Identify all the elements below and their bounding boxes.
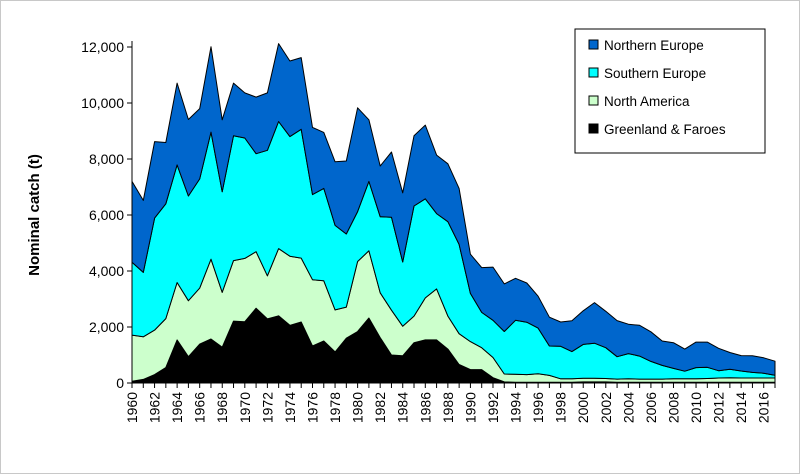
x-tick-label: 1982 [372, 392, 388, 423]
area-northern-europe [131, 43, 776, 376]
x-tick-label: 1972 [259, 392, 275, 423]
x-tick-label: 1960 [124, 392, 140, 423]
legend-label-greenland-faroes: Greenland & Faroes [604, 122, 726, 137]
x-tick-label: 2012 [711, 392, 727, 423]
legend-swatch-northern-europe [588, 39, 599, 50]
x-tick-label: 1966 [192, 392, 208, 423]
x-tick-label: 2004 [620, 392, 636, 423]
legend-label-southern-europe: Southern Europe [604, 66, 706, 81]
axes-group [131, 41, 775, 384]
x-tick-label: 1974 [282, 392, 298, 423]
area-series-group [131, 43, 776, 384]
x-tick-label: 2008 [665, 392, 681, 423]
x-tick-label: 1970 [237, 392, 253, 423]
y-tick-label: 6,000 [89, 207, 124, 223]
y-tick-label: 2,000 [89, 319, 124, 335]
x-tick-label: 1986 [417, 392, 433, 423]
legend-label-northern-europe: Northern Europe [604, 38, 704, 53]
x-tick-label: 1964 [169, 392, 185, 423]
x-tick-label: 1988 [440, 392, 456, 423]
x-tick-label: 1990 [462, 392, 478, 423]
x-tick-label: 1998 [553, 392, 569, 423]
x-tick-label: 1994 [508, 392, 524, 423]
legend-swatch-greenland-faroes [588, 123, 599, 134]
x-tick-label: 2002 [598, 392, 614, 423]
x-tick-label: 1992 [485, 392, 501, 423]
legend-swatch-southern-europe [588, 67, 599, 78]
legend-label-north-america: North America [604, 94, 690, 109]
x-tick-label: 2014 [733, 392, 749, 423]
y-tick-label: 0 [116, 375, 124, 391]
y-tick-label: 4,000 [89, 263, 124, 279]
y-tick-label: 10,000 [81, 95, 124, 111]
x-tick-label: 1980 [350, 392, 366, 423]
x-tick-label: 1978 [327, 392, 343, 423]
legend-box [574, 28, 766, 154]
x-tick-label: 2010 [688, 392, 704, 423]
legend: Northern Europe Southern Europe North Amer… [574, 28, 766, 154]
x-tick-label: 2006 [643, 392, 659, 423]
x-tick-label: 1984 [395, 392, 411, 423]
y-axis-title: Nominal catch (t) [26, 154, 43, 276]
x-tick-label: 1968 [214, 392, 230, 423]
x-tick-label: 1996 [530, 392, 546, 423]
y-ticks: 0 2,000 4,000 6,000 8,000 10,000 12,000 [81, 39, 132, 391]
y-tick-label: 12,000 [81, 39, 124, 55]
x-ticks: 1960 1962 1964 1966 1968 1970 1972 1974 1976 1978… [124, 383, 776, 423]
x-tick-label: 2000 [575, 392, 591, 423]
x-tick-label: 1976 [304, 392, 320, 423]
y-tick-label: 8,000 [89, 151, 124, 167]
x-tick-label: 1962 [147, 392, 163, 423]
x-tick-label: 2016 [756, 392, 772, 423]
legend-swatch-north-america [588, 95, 599, 106]
